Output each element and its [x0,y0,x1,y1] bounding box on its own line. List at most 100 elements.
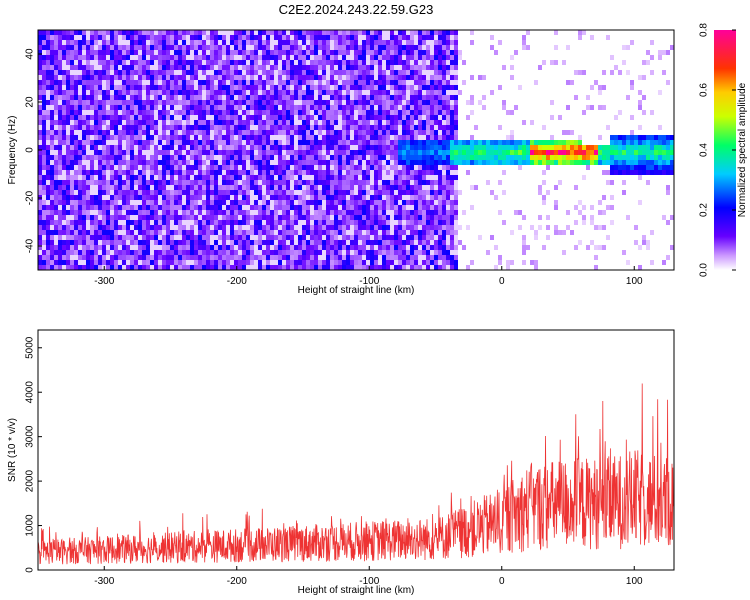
spectrogram-cell [254,240,258,245]
spectrogram-cell [438,105,442,110]
spectrogram-cell [422,120,426,125]
spectrogram-cell [54,55,58,60]
spectrogram-cell [122,70,126,75]
spectrogram-cell [70,215,74,220]
spectrogram-cell [346,250,350,255]
spectrogram-cell [166,140,170,145]
spectrogram-cell [302,170,306,175]
spectrogram-cell [42,180,46,185]
spectrogram-cell [162,40,166,45]
spectrogram-cell [222,175,226,180]
spectrogram-cell [50,235,54,240]
spectrogram-cell [206,65,210,70]
spectrogram-cell [302,130,306,135]
spectrogram-cell [126,155,130,160]
spectrogram-cell [266,165,270,170]
spectrogram-cell [310,265,314,270]
spectrogram-cell [102,55,106,60]
spectrogram-cell [394,30,398,35]
spectrogram-cell [106,200,110,205]
spectrogram-cell [62,50,66,55]
spectrogram-cell [206,185,210,190]
spectrogram-cell [318,220,322,225]
spectrogram-cell [46,40,50,45]
spectrogram-cell [438,235,442,240]
spectrogram-cell [90,125,94,130]
spectrogram-cell [262,30,266,35]
spectrogram-cell [366,85,370,90]
spectrogram-cell [226,95,230,100]
spectrogram-cell [426,70,430,75]
spectrogram-cell [42,90,46,95]
spectrogram-cell [370,260,374,265]
spectrogram-cell [74,240,78,245]
spectrogram-cell [238,80,242,85]
spectrogram-cell [418,230,422,235]
spectrogram-cell [386,260,390,265]
spectrogram-cell [50,145,54,150]
spectrogram-cell [418,55,422,60]
spectrogram-cell [302,145,306,150]
spectrogram-cell [390,185,394,190]
spectrogram-cell [258,75,262,80]
spectrogram-cell [390,200,394,205]
spectrogram-cell [314,265,318,270]
spectrogram-cell [294,70,298,75]
spectrogram-cell [370,120,374,125]
spectrogram-cell [102,75,106,80]
spectrogram-cell [310,85,314,90]
spectrogram-cell [414,255,418,260]
spectrogram-cell [342,120,346,125]
spectrogram-cell [326,160,330,165]
spectrogram-cell [62,150,66,155]
spectrogram-cell [382,175,386,180]
spectrogram-cell [226,245,230,250]
spectrogram-cell [230,55,234,60]
spectrogram-cell [342,235,346,240]
spectrogram-cell [262,85,266,90]
spectrogram-cell [290,65,294,70]
spectrogram-cell [386,220,390,225]
spectrogram-cell [46,225,50,230]
spectrogram-cell [258,265,262,270]
spectrogram-cell [414,30,418,35]
spectrogram-cell [130,65,134,70]
spectrogram-cell [230,170,234,175]
spectrogram-cell [90,215,94,220]
spectrogram-cell [338,160,342,165]
spectrogram-cell [138,120,142,125]
spectrogram-cell [210,235,214,240]
spectrogram-cell [346,115,350,120]
spectrogram-cell [158,70,162,75]
spectrogram-cell [250,120,254,125]
spectrogram-cell [98,30,102,35]
spectrogram-cell [226,60,230,65]
spectrogram-cell [90,140,94,145]
spectrogram-cell [174,205,178,210]
spectrogram-cell [258,100,262,105]
spectrogram-cell [382,210,386,215]
spectrogram-cell [294,110,298,115]
spectrogram-cell [438,220,442,225]
spectrogram-cell [46,85,50,90]
spectrogram-cell [394,240,398,245]
spectrogram-cell [254,220,258,225]
spectrogram-cell [246,185,250,190]
spectrogram-cell [154,40,158,45]
spectrogram-cell [306,90,310,95]
spectrogram-cell [374,240,378,245]
spectrogram-cell [214,35,218,40]
spectrogram-cell [146,60,150,65]
spectrogram-cell [126,75,130,80]
spectrogram-cell [110,175,114,180]
spectrogram-cell [346,80,350,85]
spectrogram-cell [438,70,442,75]
spectrogram-cell [146,150,150,155]
spectrogram-cell [174,135,178,140]
spectrogram-cell [70,150,74,155]
spectrogram-cell [410,265,414,270]
spectrogram-cell [166,105,170,110]
spectrogram-cell [78,145,82,150]
spectrogram-cell [82,90,86,95]
spectrogram-cell [326,30,330,35]
